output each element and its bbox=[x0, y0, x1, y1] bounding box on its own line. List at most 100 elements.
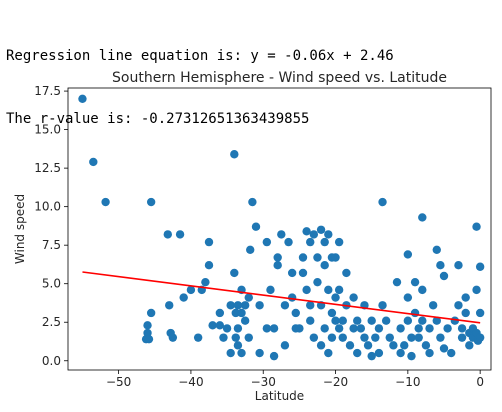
data-point bbox=[385, 333, 394, 342]
data-point bbox=[432, 245, 441, 255]
y-tick-label: 10.0 bbox=[34, 200, 61, 214]
data-point bbox=[295, 324, 304, 333]
data-point bbox=[334, 324, 344, 333]
data-point bbox=[414, 324, 423, 333]
data-point bbox=[374, 324, 384, 333]
data-point bbox=[269, 351, 279, 361]
data-point bbox=[447, 348, 456, 358]
data-point bbox=[353, 316, 362, 325]
data-point bbox=[349, 324, 358, 333]
data-point bbox=[231, 333, 240, 342]
data-point bbox=[186, 285, 196, 295]
data-point bbox=[287, 293, 297, 302]
y-tick-label: 2.5 bbox=[42, 315, 61, 329]
data-point bbox=[331, 253, 340, 262]
data-point bbox=[233, 324, 243, 333]
data-point bbox=[255, 301, 264, 310]
data-point bbox=[230, 268, 239, 278]
data-point bbox=[472, 222, 481, 231]
data-point bbox=[418, 213, 427, 222]
data-point bbox=[306, 316, 315, 325]
data-point bbox=[356, 324, 366, 333]
data-point bbox=[320, 261, 329, 270]
data-point bbox=[425, 324, 434, 333]
data-point bbox=[146, 308, 156, 318]
data-point bbox=[298, 253, 308, 262]
data-point bbox=[353, 348, 362, 358]
y-axis-label: Wind speed bbox=[13, 194, 27, 264]
data-point bbox=[284, 237, 293, 247]
data-point bbox=[410, 308, 420, 318]
r-value-text: The r-value is: -0.27312651363439855 bbox=[6, 111, 310, 127]
data-point bbox=[215, 308, 225, 318]
cell-output-text: Regression line equation is: y = -0.06x … bbox=[6, 4, 394, 151]
data-point bbox=[367, 351, 376, 361]
data-point bbox=[143, 321, 152, 330]
data-point bbox=[403, 316, 413, 325]
data-point bbox=[439, 344, 449, 353]
data-point bbox=[421, 341, 431, 350]
data-point bbox=[389, 341, 398, 350]
data-point bbox=[331, 293, 340, 302]
data-point bbox=[244, 333, 253, 342]
y-tick-label: 0.0 bbox=[42, 354, 61, 368]
data-point bbox=[165, 301, 174, 310]
data-point bbox=[400, 341, 409, 350]
data-point bbox=[349, 293, 358, 302]
data-point bbox=[457, 324, 467, 333]
data-point bbox=[179, 293, 188, 302]
data-point bbox=[175, 230, 185, 239]
data-point bbox=[240, 301, 250, 310]
data-point bbox=[407, 351, 416, 361]
data-point bbox=[465, 341, 474, 350]
data-point bbox=[101, 197, 110, 207]
data-point bbox=[230, 150, 239, 159]
data-point bbox=[334, 237, 344, 247]
data-point bbox=[338, 316, 347, 325]
data-point bbox=[454, 301, 463, 310]
data-point bbox=[443, 324, 452, 333]
data-point bbox=[291, 308, 300, 318]
data-point bbox=[457, 333, 467, 342]
data-point bbox=[324, 230, 333, 239]
data-point bbox=[222, 324, 232, 333]
data-point bbox=[407, 333, 416, 342]
data-point bbox=[273, 261, 282, 270]
data-point bbox=[302, 285, 311, 295]
x-axis-label: Latitude bbox=[255, 389, 304, 403]
x-tick-label: −10 bbox=[395, 375, 420, 389]
data-point bbox=[425, 348, 434, 358]
data-point bbox=[146, 197, 156, 207]
data-point bbox=[432, 316, 441, 325]
data-point bbox=[193, 333, 203, 342]
data-point bbox=[248, 197, 257, 207]
data-point bbox=[324, 285, 333, 295]
data-point bbox=[403, 293, 413, 302]
data-point bbox=[219, 333, 228, 342]
data-point bbox=[378, 301, 387, 310]
data-point bbox=[280, 341, 290, 350]
chart-title: Southern Hemisphere - Wind speed vs. Lat… bbox=[112, 70, 447, 86]
data-point bbox=[360, 333, 369, 342]
data-point bbox=[231, 308, 240, 318]
data-point bbox=[237, 308, 246, 318]
regression-line bbox=[82, 271, 481, 324]
data-point bbox=[269, 324, 279, 333]
data-point bbox=[246, 245, 255, 255]
data-point bbox=[273, 253, 282, 262]
data-point bbox=[262, 237, 272, 247]
data-point bbox=[472, 285, 481, 295]
data-point bbox=[367, 316, 376, 325]
data-point bbox=[215, 321, 225, 330]
data-point bbox=[262, 324, 272, 333]
data-point bbox=[334, 285, 344, 295]
y-axis-ticks: 0.0 2.5 5.0 7.5 10.0 12.5 15.0 17.5 bbox=[34, 84, 68, 368]
data-point bbox=[428, 301, 438, 310]
x-tick-label: −30 bbox=[251, 375, 276, 389]
data-point bbox=[306, 301, 315, 310]
y-tick-label: 12.5 bbox=[34, 161, 61, 175]
data-point bbox=[475, 262, 485, 271]
data-point bbox=[163, 230, 172, 239]
data-point bbox=[392, 277, 402, 287]
